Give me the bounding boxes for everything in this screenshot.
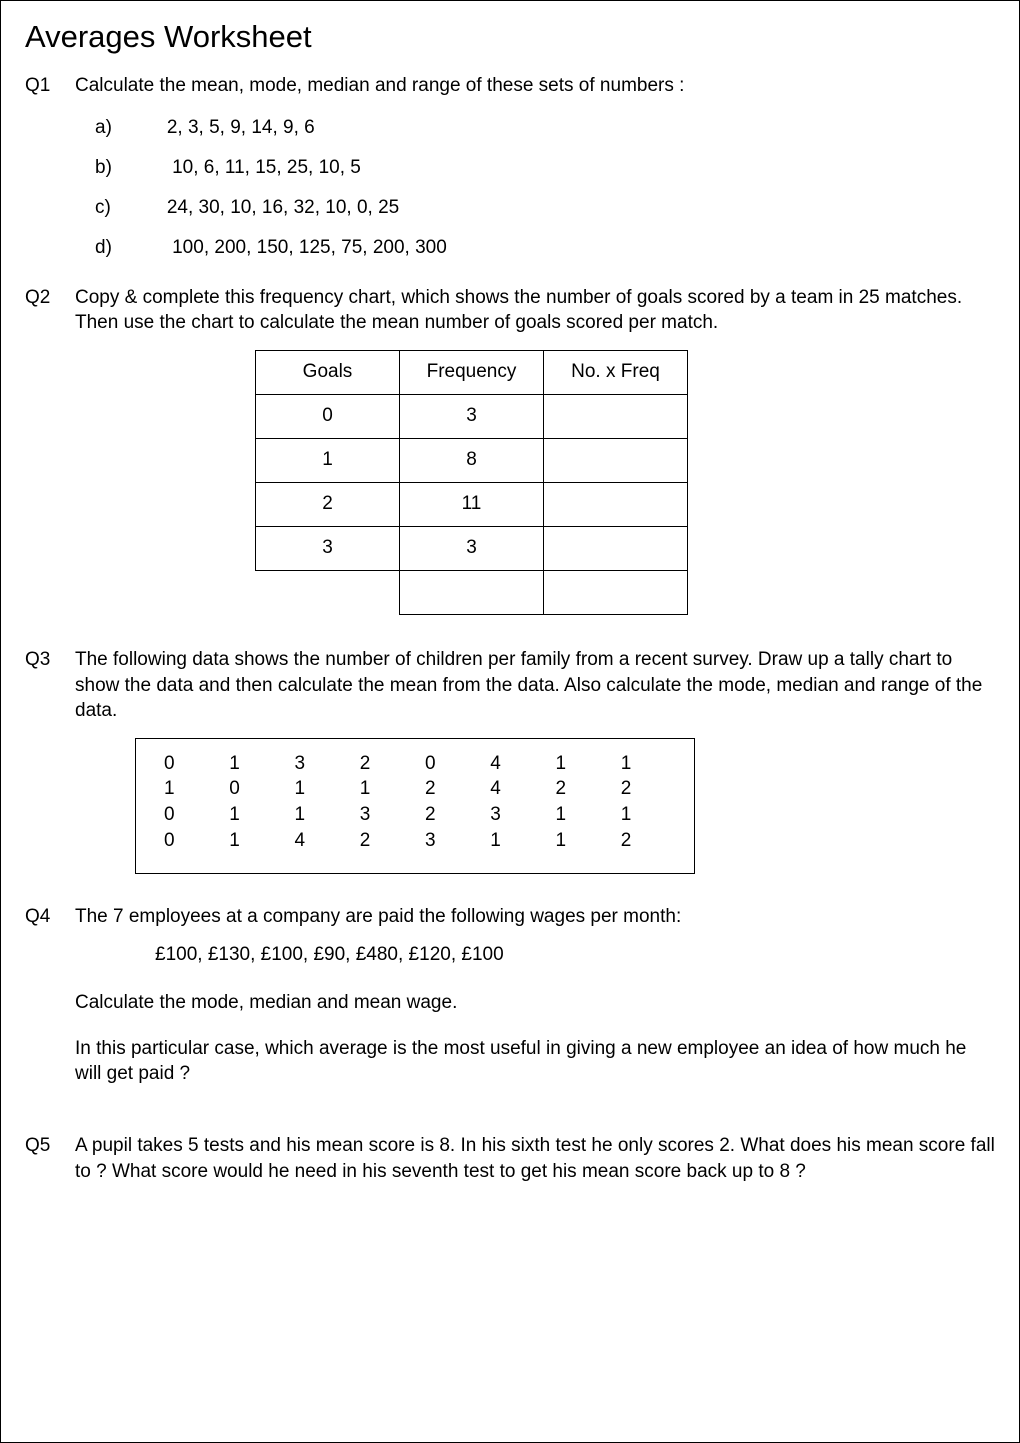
cell-freq-1: 8 — [400, 438, 544, 482]
data-cell: 2 — [611, 828, 676, 854]
data-cell: 0 — [154, 828, 219, 854]
cell-goals-1: 1 — [256, 438, 400, 482]
cell-nxf-0 — [544, 394, 688, 438]
table-row: 2 11 — [256, 482, 688, 526]
q1-d-values: 100, 200, 150, 125, 75, 200, 300 — [151, 237, 995, 259]
data-cell: 1 — [611, 751, 676, 777]
cell-nxf-1 — [544, 438, 688, 482]
table-header-row: Goals Frequency No. x Freq — [256, 350, 688, 394]
q5-number: Q5 — [25, 1133, 75, 1159]
data-cell: 2 — [350, 751, 415, 777]
cell-freq-3: 3 — [400, 526, 544, 570]
header-frequency: Frequency — [400, 350, 544, 394]
data-cell: 2 — [546, 776, 611, 802]
q1-d-label: d) — [95, 237, 151, 259]
question-4: Q4 The 7 employees at a company are paid… — [25, 904, 995, 1107]
q1-c-values: 24, 30, 10, 16, 32, 10, 0, 25 — [151, 197, 995, 219]
data-cell: 2 — [415, 802, 480, 828]
data-cell: 1 — [219, 828, 284, 854]
data-cell: 3 — [415, 828, 480, 854]
q3-number: Q3 — [25, 647, 75, 673]
data-cell: 2 — [611, 776, 676, 802]
q4-text: The 7 employees at a company are paid th… — [75, 904, 995, 930]
worksheet-title: Averages Worksheet — [25, 19, 995, 55]
q1-sub-list: a) 2, 3, 5, 9, 14, 9, 6 b) 10, 6, 11, 15… — [95, 117, 995, 259]
data-row-4: 0 1 4 2 3 1 1 2 — [154, 828, 676, 854]
data-cell: 1 — [350, 776, 415, 802]
header-goals: Goals — [256, 350, 400, 394]
data-grid-box: 0 1 3 2 0 4 1 1 1 0 1 1 2 4 2 2 0 1 — [135, 738, 695, 875]
data-cell: 4 — [285, 828, 350, 854]
data-cell: 1 — [219, 751, 284, 777]
q2-text: Copy & complete this frequency chart, wh… — [75, 285, 995, 336]
data-cell: 1 — [611, 802, 676, 828]
q1-a-label: a) — [95, 117, 151, 139]
q1-b-label: b) — [95, 157, 151, 179]
q1-number: Q1 — [25, 73, 75, 99]
data-cell: 3 — [285, 751, 350, 777]
data-row-3: 0 1 1 3 2 3 1 1 — [154, 802, 676, 828]
data-cell: 2 — [415, 776, 480, 802]
data-cell: 1 — [219, 802, 284, 828]
data-cell: 1 — [480, 828, 545, 854]
table-row: 3 3 — [256, 526, 688, 570]
q1-b-values: 10, 6, 11, 15, 25, 10, 5 — [151, 157, 995, 179]
q1-sub-b: b) 10, 6, 11, 15, 25, 10, 5 — [95, 157, 995, 179]
q4-para-calc: Calculate the mode, median and mean wage… — [75, 990, 995, 1016]
data-cell: 1 — [285, 802, 350, 828]
data-cell: 0 — [154, 802, 219, 828]
cell-freq-0: 3 — [400, 394, 544, 438]
data-cell: 1 — [154, 776, 219, 802]
question-1: Q1 Calculate the mean, mode, median and … — [25, 73, 995, 259]
data-cell: 3 — [480, 802, 545, 828]
q1-c-label: c) — [95, 197, 151, 219]
cell-freq-2: 11 — [400, 482, 544, 526]
data-cell: 4 — [480, 751, 545, 777]
data-row-1: 0 1 3 2 0 4 1 1 — [154, 751, 676, 777]
data-cell: 1 — [546, 751, 611, 777]
data-cell: 0 — [154, 751, 219, 777]
q4-wages: £100, £130, £100, £90, £480, £120, £100 — [155, 944, 995, 966]
question-2: Q2 Copy & complete this frequency chart,… — [25, 285, 995, 615]
q3-text: The following data shows the number of c… — [75, 647, 995, 724]
data-cell: 3 — [350, 802, 415, 828]
data-cell: 4 — [480, 776, 545, 802]
cell-nxf-3 — [544, 526, 688, 570]
data-cell: 0 — [415, 751, 480, 777]
question-3: Q3 The following data shows the number o… — [25, 647, 995, 874]
cell-goals-3: 3 — [256, 526, 400, 570]
cell-nxf-2 — [544, 482, 688, 526]
q2-number: Q2 — [25, 285, 75, 311]
q1-sub-c: c) 24, 30, 10, 16, 32, 10, 0, 25 — [95, 197, 995, 219]
q5-text: A pupil takes 5 tests and his mean score… — [75, 1133, 995, 1184]
cell-goals-0: 0 — [256, 394, 400, 438]
cell-totals-freq — [400, 570, 544, 614]
page: Averages Worksheet Q1 Calculate the mean… — [0, 0, 1020, 1443]
table-row: 0 3 — [256, 394, 688, 438]
data-row-2: 1 0 1 1 2 4 2 2 — [154, 776, 676, 802]
data-cell: 0 — [219, 776, 284, 802]
frequency-table: Goals Frequency No. x Freq 0 3 1 8 2 11 … — [255, 350, 688, 615]
question-5: Q5 A pupil takes 5 tests and his mean sc… — [25, 1133, 995, 1184]
q1-sub-a: a) 2, 3, 5, 9, 14, 9, 6 — [95, 117, 995, 139]
header-no-x-freq: No. x Freq — [544, 350, 688, 394]
q4-number: Q4 — [25, 904, 75, 930]
q4-para-useful: In this particular case, which average i… — [75, 1036, 995, 1087]
data-cell: 1 — [546, 802, 611, 828]
data-cell: 1 — [546, 828, 611, 854]
cell-goals-2: 2 — [256, 482, 400, 526]
data-cell: 2 — [350, 828, 415, 854]
q1-text: Calculate the mean, mode, median and ran… — [75, 73, 995, 99]
data-cell: 1 — [285, 776, 350, 802]
cell-totals-nxf — [544, 570, 688, 614]
cell-totals-blank — [256, 570, 400, 614]
table-totals-row — [256, 570, 688, 614]
q1-a-values: 2, 3, 5, 9, 14, 9, 6 — [151, 117, 995, 139]
q1-sub-d: d) 100, 200, 150, 125, 75, 200, 300 — [95, 237, 995, 259]
table-row: 1 8 — [256, 438, 688, 482]
